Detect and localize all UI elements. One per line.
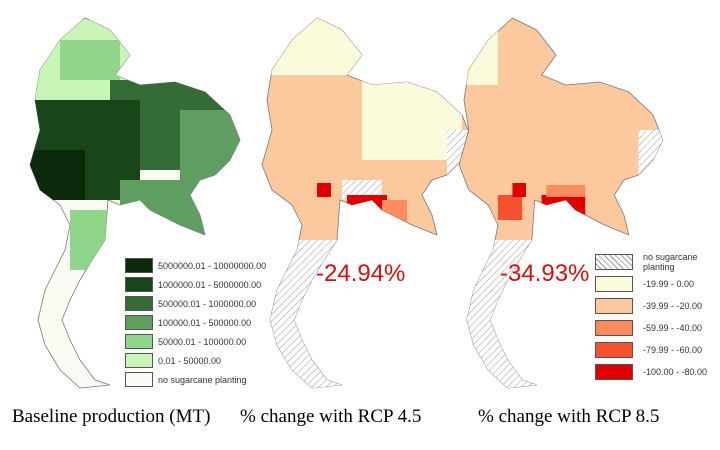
legend-change: no sugarcane planting -19.99 - 0.00 -39.…	[595, 251, 720, 383]
legend-item: 100000.01 - 500000.00	[125, 313, 266, 332]
legend-swatch	[595, 364, 633, 380]
legend-label: 1000000.01 - 5000000.00	[158, 279, 262, 290]
legend-label: no sugarcane planting	[158, 374, 247, 385]
legend-item: 0.01 - 50000.00	[125, 351, 266, 370]
legend-item: -79.99 - -60.00	[595, 339, 720, 361]
legend-label: no sugarcane planting	[643, 252, 698, 272]
legend-item: -100.00 - -80.00	[595, 361, 720, 383]
legend-swatch	[595, 320, 633, 336]
legend-swatch	[125, 296, 153, 311]
legend-label: 100000.01 - 500000.00	[158, 317, 252, 328]
caption-rcp85: % change with RCP 8.5	[478, 406, 660, 427]
legend-production: 5000000.01 - 10000000.00 1000000.01 - 50…	[125, 256, 266, 389]
legend-swatch	[595, 254, 633, 270]
legend-item: 1000000.01 - 5000000.00	[125, 275, 266, 294]
rcp45-national-change: -24.94%	[316, 260, 406, 287]
rcp85-national-change: -34.93%	[500, 260, 590, 287]
legend-item: no sugarcane planting	[125, 370, 266, 389]
legend-swatch	[595, 298, 633, 314]
legend-label: 500000.01 - 1000000.00	[158, 298, 257, 309]
caption-baseline: Baseline production (MT)	[12, 406, 211, 427]
legend-label: 5000000.01 - 10000000.00	[158, 260, 267, 271]
caption-rcp45: % change with RCP 4.5	[240, 406, 422, 427]
legend-item: -59.99 - -40.00	[595, 317, 720, 339]
legend-swatch	[125, 277, 153, 292]
legend-swatch	[125, 334, 153, 349]
map-rcp45	[261, 17, 473, 389]
legend-swatch	[125, 353, 153, 368]
legend-swatch	[595, 342, 633, 358]
legend-item: 50000.01 - 100000.00	[125, 332, 266, 351]
legend-item: -39.99 - -20.00	[595, 295, 720, 317]
legend-label: -59.99 - -40.00	[643, 323, 703, 333]
legend-swatch	[125, 315, 153, 330]
legend-item: 500000.01 - 1000000.00	[125, 294, 266, 313]
legend-item: no sugarcane planting	[595, 251, 720, 273]
legend-swatch	[125, 258, 153, 273]
legend-label: -100.00 - -80.00	[643, 367, 708, 377]
legend-swatch	[595, 276, 633, 292]
legend-label: -39.99 - -20.00	[643, 301, 703, 311]
legend-label: -19.99 - 0.00	[643, 279, 695, 289]
legend-item: 5000000.01 - 10000000.00	[125, 256, 266, 275]
legend-label: 0.01 - 50000.00	[158, 355, 222, 366]
map-baseline	[29, 17, 241, 389]
legend-label: -79.99 - -60.00	[643, 345, 703, 355]
legend-swatch	[125, 372, 153, 387]
legend-label: 50000.01 - 100000.00	[158, 336, 247, 347]
legend-item: -19.99 - 0.00	[595, 273, 720, 295]
